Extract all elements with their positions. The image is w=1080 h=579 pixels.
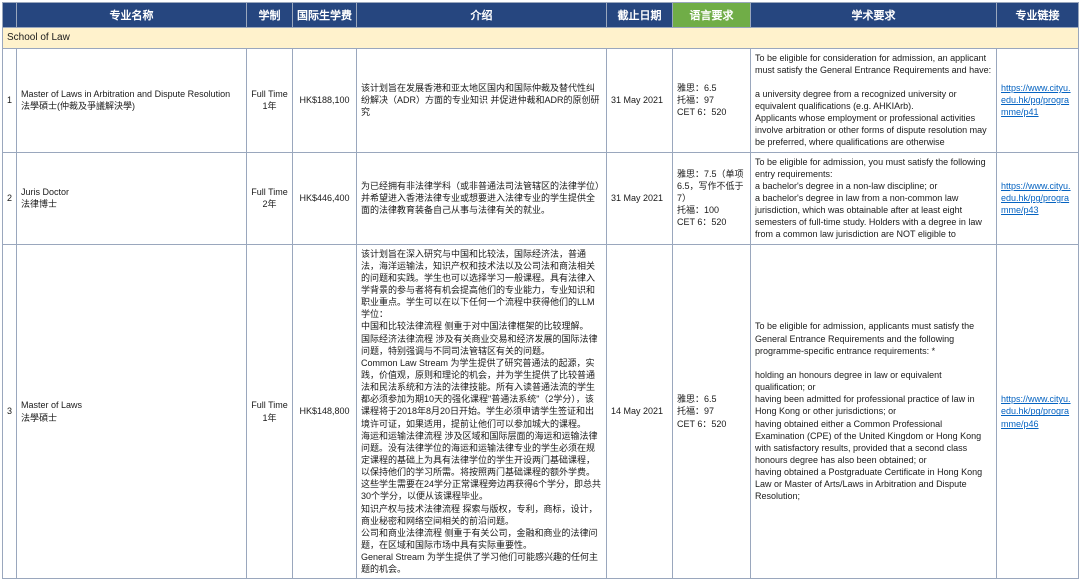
fee: HK$148,800 (293, 244, 357, 579)
link-anchor[interactable]: https://www.cityu.edu.hk/pg/programme/p4… (1001, 394, 1071, 428)
program-link[interactable]: https://www.cityu.edu.hk/pg/programme/p4… (997, 152, 1079, 244)
fee: HK$188,100 (293, 48, 357, 152)
link-anchor[interactable]: https://www.cityu.edu.hk/pg/programme/p4… (1001, 181, 1071, 215)
link-anchor[interactable]: https://www.cityu.edu.hk/pg/programme/p4… (1001, 83, 1071, 117)
header-row: 专业名称 学制 国际生学费 介绍 截止日期 语言要求 学术要求 专业链接 (3, 3, 1079, 28)
col-num (3, 3, 17, 28)
duration: Full Time 1年 (247, 244, 293, 579)
duration: Full Time 1年 (247, 48, 293, 152)
deadline: 31 May 2021 (607, 48, 673, 152)
table-row: 3 Master of Laws 法學碩士 Full Time 1年 HK$14… (3, 244, 1079, 579)
intro: 为已经拥有非法律学科（或非普通法司法管辖区的法律学位）并希望进入香港法律专业或想… (357, 152, 607, 244)
deadline: 31 May 2021 (607, 152, 673, 244)
program-name: Master of Laws 法學碩士 (17, 244, 247, 579)
intro: 该计划旨在深入研究与中国和比较法，国际经济法，普通法，海洋运输法，知识产权和技术… (357, 244, 607, 579)
col-academic: 学术要求 (751, 3, 997, 28)
program-link[interactable]: https://www.cityu.edu.hk/pg/programme/p4… (997, 244, 1079, 579)
section-label: School of Law (3, 28, 1079, 49)
table-row: 1 Master of Laws in Arbitration and Disp… (3, 48, 1079, 152)
duration: Full Time 2年 (247, 152, 293, 244)
lang-req: 雅思：6.5 托福：97 CET 6：520 (673, 244, 751, 579)
academic-req: To be eligible for admission, you must s… (751, 152, 997, 244)
section-row: School of Law (3, 28, 1079, 49)
law-programs-table: 专业名称 学制 国际生学费 介绍 截止日期 语言要求 学术要求 专业链接 Sch… (2, 2, 1079, 579)
intro: 该计划旨在发展香港和亚太地区国内和国际仲裁及替代性纠纷解决（ADR）方面的专业知… (357, 48, 607, 152)
row-num: 2 (3, 152, 17, 244)
col-intro: 介绍 (357, 3, 607, 28)
col-lang: 语言要求 (673, 3, 751, 28)
row-num: 1 (3, 48, 17, 152)
lang-req: 雅思：7.5（单项6.5，写作不低于7） 托福：100 CET 6：520 (673, 152, 751, 244)
program-name: Juris Doctor 法律博士 (17, 152, 247, 244)
program-link[interactable]: https://www.cityu.edu.hk/pg/programme/p4… (997, 48, 1079, 152)
table-row: 2 Juris Doctor 法律博士 Full Time 2年 HK$446,… (3, 152, 1079, 244)
deadline: 14 May 2021 (607, 244, 673, 579)
academic-req: To be eligible for consideration for adm… (751, 48, 997, 152)
fee: HK$446,400 (293, 152, 357, 244)
academic-req: To be eligible for admission, applicants… (751, 244, 997, 579)
col-deadline: 截止日期 (607, 3, 673, 28)
col-duration: 学制 (247, 3, 293, 28)
program-name: Master of Laws in Arbitration and Disput… (17, 48, 247, 152)
col-fee: 国际生学费 (293, 3, 357, 28)
col-link: 专业链接 (997, 3, 1079, 28)
row-num: 3 (3, 244, 17, 579)
lang-req: 雅思：6.5 托福：97 CET 6：520 (673, 48, 751, 152)
col-name: 专业名称 (17, 3, 247, 28)
